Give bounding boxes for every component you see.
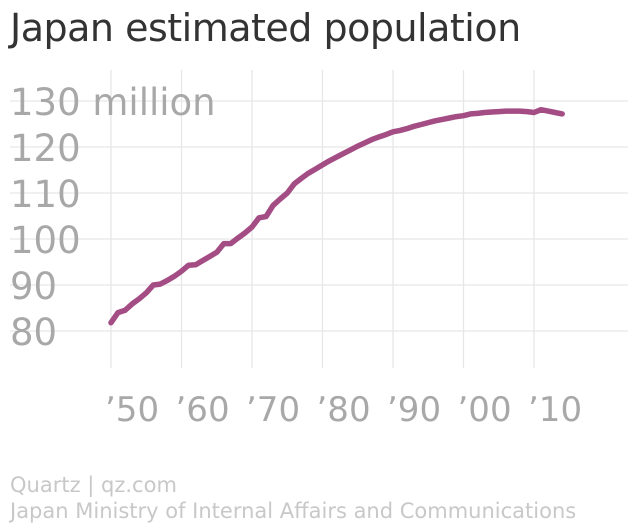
x-tick-label: ’70	[246, 390, 300, 430]
x-tick-label: ’00	[458, 390, 512, 430]
y-tick-label: 100	[10, 219, 81, 262]
x-tick-label: ’60	[176, 390, 230, 430]
x-tick-label: ’80	[317, 390, 371, 430]
x-tick-label: ’50	[105, 390, 159, 430]
y-tick-label: 80	[10, 311, 57, 354]
y-tick-label: 90	[10, 265, 57, 308]
chart-title: Japan estimated population	[10, 6, 521, 50]
x-tick-label: ’90	[387, 390, 441, 430]
footer-source: Japan Ministry of Internal Affairs and C…	[10, 499, 577, 523]
grid-lines	[10, 70, 628, 368]
series-layer	[108, 106, 565, 326]
population-line	[108, 106, 565, 326]
y-tick-label: 110	[10, 173, 81, 216]
y-tick-label: 130 million	[10, 81, 216, 124]
y-tick-label: 120	[10, 127, 81, 170]
x-tick-label: ’10	[528, 390, 582, 430]
footer-credit: Quartz | qz.com	[10, 473, 177, 497]
